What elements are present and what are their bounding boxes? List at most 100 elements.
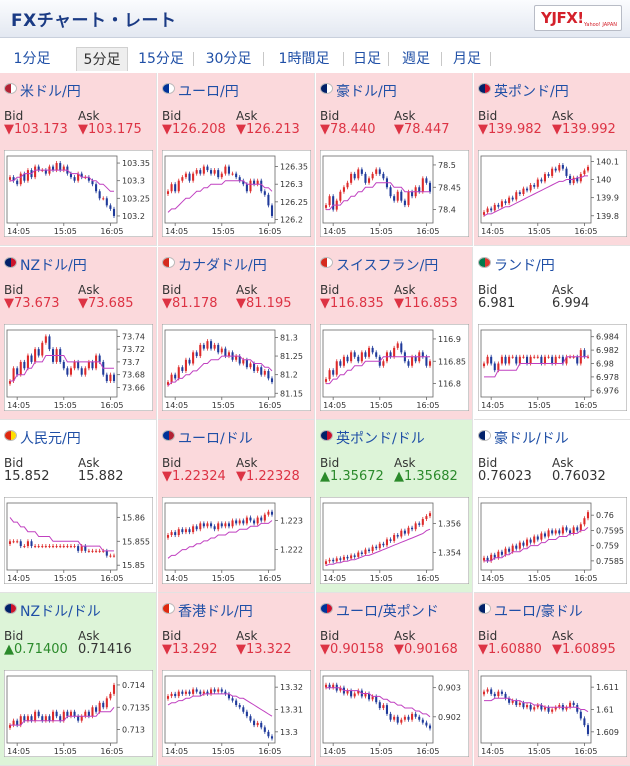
tab-3[interactable]: 30分足 (205, 51, 252, 67)
candle-body (16, 368, 19, 375)
y-tick-label: 116.9 (438, 335, 461, 344)
flag-half (321, 84, 327, 93)
tab-4[interactable]: 1時間足 (278, 51, 330, 67)
candle-body (367, 347, 371, 357)
candle-body (536, 179, 539, 187)
tab-7[interactable]: 月足 (453, 51, 481, 67)
candle-body (393, 716, 396, 720)
candle-body (87, 711, 90, 717)
bid-value: ▼73.673 (4, 296, 60, 311)
mini-chart[interactable]: 103.35 103.3 103.25 103.2 14:05 15:05 16:05 (4, 150, 153, 237)
pair-name-link[interactable]: 香港ドル/円 (178, 604, 253, 620)
pair-name-link[interactable]: ユーロ/ドル (178, 431, 253, 447)
candle-body (486, 208, 489, 213)
y-tick-label: 140.1 (596, 157, 619, 166)
tab-6[interactable]: 週足 (402, 51, 430, 67)
mini-chart[interactable]: 0.76 0.7595 0.759 0.7585 14:05 15:05 16:05 (478, 497, 627, 584)
mini-chart[interactable]: 81.3 81.25 81.2 81.15 14:05 15:05 16:05 (162, 324, 311, 411)
candle-body (263, 370, 266, 375)
candle-body (217, 689, 220, 692)
pair-name-link[interactable]: 英ポンド/ドル (336, 431, 425, 447)
pair-name-link[interactable]: 豪ドル/ドル (494, 431, 569, 447)
candle-body (518, 192, 521, 195)
mini-chart[interactable]: 140.1 140 139.9 139.8 14:05 15:05 16:05 (478, 150, 627, 237)
pair-cell: ユーロ/円 Bid Ask ▼126.208 ▼126.213 126.35 126.3 12… (158, 73, 315, 246)
candle-body (16, 180, 19, 185)
tab-0[interactable]: 1分足 (13, 51, 51, 67)
pair-name-link[interactable]: 豪ドル/円 (336, 84, 397, 100)
candle-body (256, 367, 259, 371)
candle-body (177, 180, 180, 192)
pair-cell: ユーロ/英ポンド Bid Ask ▼0.90158 ▼0.90168 0.903 0.902… (316, 593, 473, 766)
candle-body (41, 170, 44, 172)
bid-value: ▼103.173 (4, 122, 68, 137)
candle-body (411, 527, 414, 530)
candle-body (529, 539, 532, 543)
candle-body (44, 716, 47, 721)
mini-chart[interactable]: 1.223 1.222 14:05 15:05 16:05 (162, 497, 311, 584)
chart-svg: 126.35 126.3 126.25 126.2 14:05 15:05 16:05 (162, 150, 311, 237)
candle-body (227, 166, 231, 174)
mini-chart[interactable]: 1.611 1.61 1.609 14:05 15:05 16:05 (478, 670, 627, 757)
candle-body (533, 707, 536, 710)
tab-5[interactable]: 日足 (353, 51, 381, 67)
candle-body (576, 177, 579, 182)
pair-name-link[interactable]: ランド/円 (494, 258, 555, 274)
y-tick-label: 78.4 (438, 206, 456, 215)
pair-name-link[interactable]: 人民元/円 (20, 431, 81, 447)
tab-2[interactable]: 15分足 (138, 51, 184, 67)
pair-cell: カナダドル/円 Bid Ask ▼81.178 ▼81.195 81.3 81.25 81.2… (158, 247, 315, 420)
candle-body (583, 170, 586, 175)
candle-body (34, 546, 37, 548)
candle-body (425, 178, 428, 183)
tab-separator (343, 52, 344, 66)
candle-body (561, 165, 564, 169)
mini-chart[interactable]: 0.903 0.902 14:05 15:05 16:05 (320, 670, 469, 757)
pair-name-link[interactable]: スイスフラン/円 (336, 258, 439, 274)
mini-chart[interactable]: 6.984 6.982 6.98 6.978 6.976 14:05 15:05 16:05 (478, 324, 627, 411)
mini-chart[interactable]: 73.74 73.72 73.7 73.68 73.66 14:05 15:05 16:05 (4, 324, 153, 411)
mini-chart[interactable]: 15.86 15.855 15.85 14:05 15:05 16:05 (4, 497, 153, 584)
pair-name-link[interactable]: ユーロ/英ポンド (336, 604, 439, 620)
pair-name-link[interactable]: NZドル/ドル (20, 604, 101, 620)
mini-chart[interactable]: 78.5 78.45 78.4 14:05 15:05 16:05 (320, 150, 469, 237)
candle-body (62, 166, 65, 171)
candle-body (213, 344, 216, 349)
mini-chart[interactable]: 13.32 13.31 13.3 14:05 15:05 16:05 (162, 670, 311, 757)
candle-body (220, 523, 223, 527)
candle-body (324, 379, 328, 382)
candle-body (109, 555, 112, 557)
pair-name-link[interactable]: NZドル/円 (20, 258, 87, 274)
candle-body (339, 361, 342, 366)
pair-name-link[interactable]: 米ドル/円 (20, 84, 81, 100)
candle-body (224, 348, 227, 357)
candle-body (209, 170, 213, 174)
pair-name-link[interactable]: 英ポンド/円 (494, 84, 569, 100)
candle-body (493, 554, 496, 558)
candle-body (551, 530, 554, 534)
bid-value: ▼1.22324 (162, 469, 226, 484)
candle-body (37, 349, 40, 356)
pair-name-link[interactable]: ユーロ/円 (178, 84, 239, 100)
candle-body (206, 341, 209, 349)
candle-body (270, 205, 274, 216)
pair-name-link[interactable]: ユーロ/豪ドル (494, 604, 583, 620)
chart-background (162, 497, 311, 584)
pair-name-link[interactable]: カナダドル/円 (178, 258, 267, 274)
candle-body (522, 542, 525, 546)
candle-body (235, 356, 238, 360)
tab-1[interactable]: 5分足 (76, 47, 128, 71)
chart-background (478, 150, 627, 237)
mini-chart[interactable]: 0.714 0.7135 0.713 14:05 15:05 16:05 (4, 670, 153, 757)
candle-body (41, 546, 44, 548)
yjfx-logo[interactable]: YJFX! Yahoo! JAPAN (534, 5, 622, 31)
candle-body (414, 713, 417, 717)
mini-chart[interactable]: 1.356 1.354 14:05 15:05 16:05 (320, 497, 469, 584)
candle-body (482, 363, 486, 367)
bid-label: Bid (4, 283, 24, 297)
mini-chart[interactable]: 116.9 116.85 116.8 14:05 15:05 16:05 (320, 324, 469, 411)
y-tick-label: 0.7595 (596, 526, 624, 535)
candle-body (543, 174, 547, 182)
x-tick-label: 14:05 (7, 401, 30, 410)
mini-chart[interactable]: 126.35 126.3 126.25 126.2 14:05 15:05 16:05 (162, 150, 311, 237)
